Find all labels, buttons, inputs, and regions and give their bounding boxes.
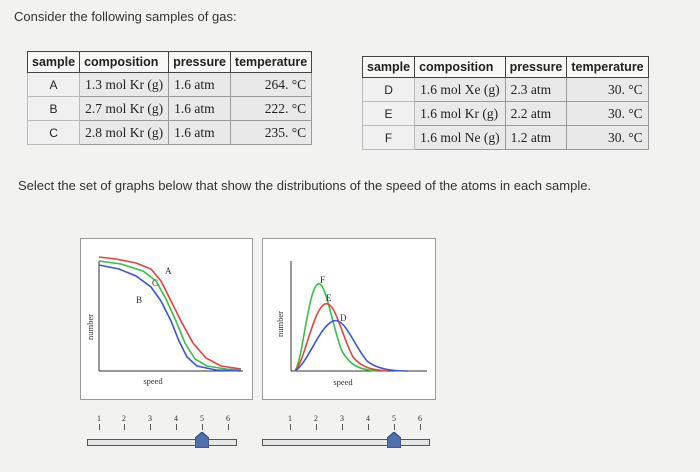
header-pressure: pressure (504, 56, 568, 78)
temperature-cell: 30. °C (566, 125, 649, 150)
sample-cell: B (26, 96, 81, 121)
slider-track[interactable] (262, 439, 430, 446)
pressure-cell: 1.6 atm (168, 96, 231, 121)
table-row: B 2.7 mol Kr (g) 1.6 atm 222. °C (26, 96, 313, 121)
sample-cell: A (26, 72, 81, 97)
slider-tick: 2 (314, 414, 318, 430)
series-line-d (294, 320, 409, 372)
speed-distribution-plot-2: F E D number speed (275, 261, 427, 387)
pressure-cell: 1.2 atm (504, 125, 568, 150)
slider-tick: 3 (148, 414, 152, 430)
samples-table-right: sample composition pressure temperature … (361, 56, 649, 150)
table-row: C 2.8 mol Kr (g) 1.6 atm 235. °C (26, 120, 313, 145)
slider-handle-shape (195, 432, 209, 448)
slider-handle[interactable] (387, 432, 401, 448)
pressure-cell: 2.2 atm (504, 101, 568, 126)
composition-cell: 1.6 mol Ne (g) (414, 125, 506, 150)
speed-distribution-plot-1: A C B number speed (85, 256, 243, 386)
composition-cell: 1.3 mol Kr (g) (79, 72, 170, 97)
slider-tick: 2 (122, 414, 126, 430)
slider-ticks: 1 2 3 4 5 6 (87, 414, 237, 432)
table-header-row: sample composition pressure temperature (26, 51, 313, 73)
graph-slider-2[interactable]: 1 2 3 4 5 6 (262, 414, 430, 454)
y-axis-label: number (275, 311, 285, 337)
header-temperature: temperature (566, 56, 649, 78)
series-label-c: C (152, 278, 158, 288)
samples-table-left: sample composition pressure temperature … (26, 51, 313, 145)
header-sample: sample (361, 56, 416, 78)
question-instruction: Select the set of graphs below that show… (18, 178, 592, 193)
slider-tick: 3 (340, 414, 344, 430)
series-label-e: E (326, 293, 332, 303)
pressure-cell: 1.6 atm (168, 120, 231, 145)
series-label-f: F (320, 275, 325, 285)
graph-slider-1[interactable]: 1 2 3 4 5 6 (87, 414, 237, 454)
axes (98, 261, 243, 372)
axes (290, 261, 427, 372)
table-row: E 1.6 mol Kr (g) 2.2 atm 30. °C (361, 101, 649, 126)
series-label-a: A (165, 266, 172, 276)
slider-tick: 4 (174, 414, 178, 430)
header-composition: composition (79, 51, 170, 73)
slider-tick: 6 (226, 414, 230, 430)
temperature-cell: 30. °C (566, 77, 649, 102)
table-row: D 1.6 mol Xe (g) 2.3 atm 30. °C (361, 77, 649, 102)
series-label-b: B (136, 295, 142, 305)
series-line-c (98, 260, 242, 371)
slider-handle[interactable] (195, 432, 209, 448)
sample-cell: C (26, 120, 81, 145)
table-header-row: sample composition pressure temperature (361, 56, 649, 78)
slider-tick: 5 (200, 414, 204, 430)
slider-tick: 1 (288, 414, 292, 430)
header-composition: composition (414, 56, 506, 78)
question-prompt: Consider the following samples of gas: (14, 9, 237, 24)
series-line-f (294, 283, 379, 372)
slider-track[interactable] (87, 439, 237, 446)
table-row: A 1.3 mol Kr (g) 1.6 atm 264. °C (26, 72, 313, 97)
temperature-cell: 235. °C (229, 120, 313, 145)
x-axis-label: speed (143, 376, 163, 386)
temperature-cell: 264. °C (229, 72, 313, 97)
x-axis-label: speed (333, 377, 353, 387)
series-line-a (98, 256, 242, 370)
graph-option-2[interactable]: F E D number speed (262, 238, 436, 400)
composition-cell: 2.8 mol Kr (g) (79, 120, 170, 145)
series-line-e (294, 303, 389, 372)
series-line-b (98, 264, 242, 372)
slider-tick: 6 (418, 414, 422, 430)
slider-handle-shape (387, 432, 401, 448)
header-temperature: temperature (229, 51, 313, 73)
composition-cell: 1.6 mol Xe (g) (414, 77, 506, 102)
slider-tick: 4 (366, 414, 370, 430)
composition-cell: 2.7 mol Kr (g) (79, 96, 170, 121)
table-row: F 1.6 mol Ne (g) 1.2 atm 30. °C (361, 125, 649, 150)
slider-ticks: 1 2 3 4 5 6 (262, 414, 430, 432)
sample-cell: E (361, 101, 416, 126)
header-pressure: pressure (168, 51, 231, 73)
pressure-cell: 2.3 atm (504, 77, 568, 102)
composition-cell: 1.6 mol Kr (g) (414, 101, 506, 126)
slider-tick: 5 (392, 414, 396, 430)
sample-cell: F (361, 125, 416, 150)
temperature-cell: 30. °C (566, 101, 649, 126)
series-label-d: D (340, 313, 347, 323)
temperature-cell: 222. °C (229, 96, 313, 121)
sample-cell: D (361, 77, 416, 102)
slider-tick: 1 (97, 414, 101, 430)
graph-option-1[interactable]: A C B number speed (80, 238, 253, 400)
pressure-cell: 1.6 atm (168, 72, 231, 97)
header-sample: sample (26, 51, 81, 73)
y-axis-label: number (85, 314, 95, 340)
